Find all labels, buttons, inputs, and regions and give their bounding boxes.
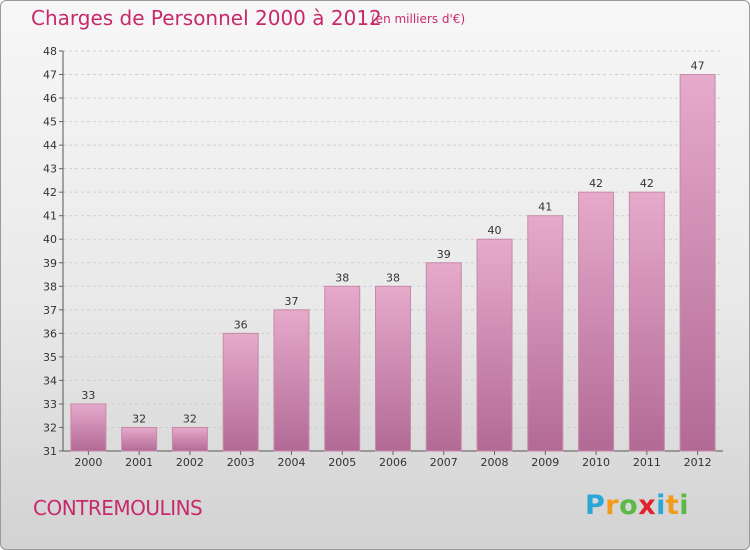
y-tick-label: 40 xyxy=(43,233,57,246)
y-tick-label: 43 xyxy=(43,163,57,176)
y-tick-label: 48 xyxy=(43,45,57,58)
y-tick-label: 31 xyxy=(43,445,57,458)
x-tick-label: 2010 xyxy=(582,456,610,469)
logo-letter: i xyxy=(656,490,666,521)
x-tick-label: 2003 xyxy=(227,456,255,469)
bar xyxy=(476,238,513,452)
bar-value-label: 38 xyxy=(386,271,400,284)
bar xyxy=(121,426,158,452)
y-tick-label: 34 xyxy=(43,374,57,387)
x-tick-label: 2005 xyxy=(328,456,356,469)
bar xyxy=(324,285,361,452)
bar-value-label: 42 xyxy=(589,177,603,190)
y-tick-label: 47 xyxy=(43,69,57,82)
chart-subtitle: (en milliers d'€) xyxy=(371,12,466,26)
x-tick-label: 2004 xyxy=(277,456,305,469)
bar xyxy=(375,285,411,452)
y-tick-label: 32 xyxy=(43,421,57,434)
x-tick-label: 2006 xyxy=(379,456,407,469)
x-tick-label: 2008 xyxy=(481,456,509,469)
bar-value-label: 32 xyxy=(183,412,197,425)
bar-value-label: 42 xyxy=(640,177,654,190)
y-tick-label: 38 xyxy=(43,280,57,293)
y-tick-label: 35 xyxy=(43,351,57,364)
y-tick-label: 44 xyxy=(43,139,57,152)
logo-letter: o xyxy=(619,490,639,521)
bar-value-label: 32 xyxy=(132,412,146,425)
bar xyxy=(425,262,462,452)
y-tick-label: 42 xyxy=(43,186,57,199)
bar xyxy=(679,74,716,452)
y-tick-label: 36 xyxy=(43,327,57,340)
x-tick-label: 2007 xyxy=(430,456,458,469)
logo-letter: r xyxy=(605,490,620,521)
logo-letter: P xyxy=(585,490,606,521)
y-tick-label: 46 xyxy=(43,92,57,105)
x-tick-label: 2001 xyxy=(125,456,153,469)
bar xyxy=(578,191,615,452)
bar-value-label: 38 xyxy=(335,271,349,284)
y-tick-label: 41 xyxy=(43,210,57,223)
proxiti-logo: Proxiti xyxy=(585,490,689,521)
logo-letter: i xyxy=(679,490,690,521)
bar xyxy=(222,332,259,452)
x-tick-label: 2009 xyxy=(531,456,559,469)
bar-value-label: 41 xyxy=(538,201,552,214)
y-tick-label: 45 xyxy=(43,116,57,129)
bar-value-label: 36 xyxy=(234,318,248,331)
bar xyxy=(70,403,107,452)
logo-letter: x xyxy=(638,490,657,521)
x-tick-label: 2011 xyxy=(633,456,661,469)
bar xyxy=(527,215,564,452)
bar xyxy=(273,309,310,452)
bar-value-label: 47 xyxy=(691,60,705,73)
bar-value-label: 37 xyxy=(284,295,298,308)
x-tick-label: 2012 xyxy=(684,456,712,469)
x-tick-label: 2000 xyxy=(74,456,102,469)
bar xyxy=(628,191,665,452)
bar-value-label: 33 xyxy=(81,389,95,402)
bar xyxy=(171,426,208,452)
chart-title: Charges de Personnel 2000 à 2012 xyxy=(31,6,382,30)
bar-value-label: 40 xyxy=(488,224,502,237)
logo-letter: t xyxy=(665,490,680,521)
x-tick-label: 2002 xyxy=(176,456,204,469)
bar-value-label: 39 xyxy=(437,248,451,261)
y-tick-label: 33 xyxy=(43,398,57,411)
y-tick-label: 37 xyxy=(43,304,57,317)
commune-name: CONTREMOULINS xyxy=(33,496,203,520)
y-tick-label: 39 xyxy=(43,257,57,270)
